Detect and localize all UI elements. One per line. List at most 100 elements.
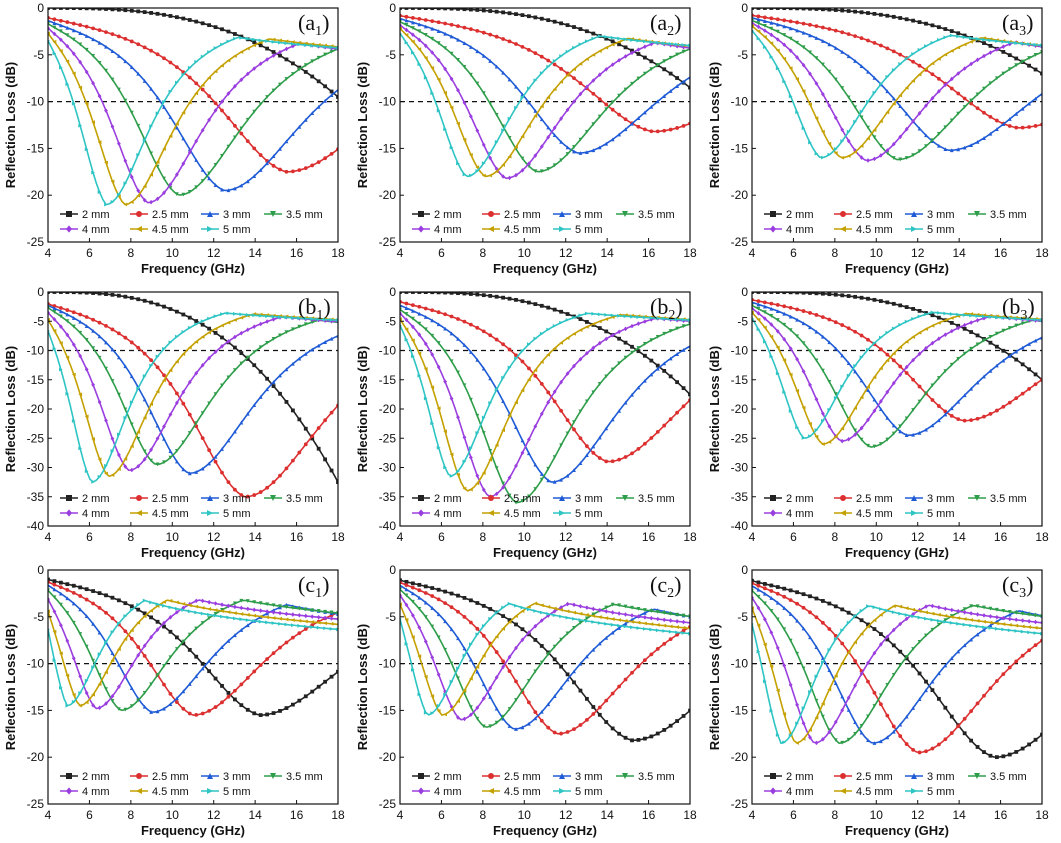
data-point [572, 625, 576, 630]
data-point [584, 605, 589, 610]
data-point [430, 421, 435, 426]
y-tick-label: -10 [379, 344, 397, 358]
legend-label: 4.5 mm [152, 786, 189, 798]
x-tick-label: 10 [518, 530, 532, 544]
data-point [578, 137, 583, 142]
data-point [136, 42, 141, 47]
data-point [116, 54, 121, 58]
data-point [436, 41, 441, 46]
data-point [956, 325, 961, 331]
data-point [1001, 328, 1006, 333]
data-point [795, 425, 800, 430]
data-point [866, 624, 870, 629]
legend-label: 2 mm [82, 771, 110, 783]
data-point [494, 650, 499, 654]
data-point [97, 292, 102, 296]
data-point [801, 706, 806, 710]
data-point [578, 611, 583, 616]
data-point [239, 315, 244, 320]
data-point [898, 62, 903, 66]
data-point [239, 131, 244, 136]
data-point [78, 123, 83, 128]
data-point [52, 304, 57, 308]
data-point [213, 392, 218, 397]
data-point [591, 647, 596, 652]
data-point [303, 351, 308, 356]
x-tick-label: 10 [166, 808, 180, 822]
data-point [1027, 101, 1032, 106]
data-point [58, 309, 63, 314]
data-point [578, 317, 583, 322]
data-point [904, 319, 909, 324]
data-point [58, 314, 63, 319]
data-point [630, 738, 634, 743]
data-point [84, 367, 89, 372]
data-point [271, 154, 276, 159]
data-point [636, 738, 641, 742]
data-point [866, 604, 870, 609]
data-point [84, 587, 89, 592]
x-axis-title: Frequency (GHz) [845, 545, 949, 560]
data-point [872, 618, 877, 623]
data-point [84, 324, 89, 328]
data-point [1027, 742, 1032, 747]
data-point [911, 316, 916, 321]
data-point [610, 602, 615, 607]
data-point [636, 76, 641, 81]
data-point [539, 477, 544, 482]
y-tick-label: -20 [731, 750, 749, 764]
data-point [840, 438, 845, 444]
data-point [507, 365, 512, 370]
data-point [443, 619, 448, 624]
data-point [546, 18, 551, 23]
data-point [681, 386, 686, 391]
x-tick-label: 10 [166, 246, 180, 260]
data-point [820, 39, 825, 43]
data-point [866, 99, 870, 104]
data-point [610, 62, 615, 67]
data-point [84, 338, 89, 342]
data-point [994, 607, 999, 612]
data-point [853, 640, 858, 645]
data-point [808, 8, 812, 11]
data-point [520, 637, 525, 643]
data-point [271, 50, 276, 54]
data-point [84, 8, 89, 11]
data-point [891, 351, 896, 356]
data-point [65, 292, 70, 294]
data-point [123, 364, 128, 369]
legend-label: 2.5 mm [504, 209, 541, 221]
legend-marker [488, 211, 494, 217]
data-point [762, 310, 767, 315]
data-point [456, 317, 460, 321]
data-point [104, 701, 108, 706]
data-point [430, 711, 435, 715]
data-point [449, 627, 454, 632]
data-point [245, 606, 250, 612]
data-point [610, 630, 615, 635]
data-point [142, 449, 147, 454]
data-point [546, 466, 551, 471]
data-point [775, 585, 780, 589]
data-point [494, 443, 499, 448]
y-tick-label: -10 [731, 657, 749, 671]
legend-label: 3.5 mm [286, 771, 323, 783]
data-point [520, 348, 525, 353]
data-point [200, 322, 205, 327]
data-point [584, 399, 589, 404]
data-point [840, 661, 845, 666]
data-point [808, 635, 812, 640]
data-point [65, 638, 70, 644]
data-point [578, 62, 583, 66]
data-point [846, 650, 851, 655]
legend-marker [911, 495, 917, 501]
data-point [443, 326, 448, 331]
data-point [982, 136, 986, 140]
series-group [400, 292, 690, 505]
data-point [1014, 111, 1019, 116]
data-point [655, 628, 660, 633]
data-point [194, 319, 199, 323]
data-point [604, 36, 609, 41]
data-point [572, 25, 576, 29]
data-point [668, 317, 673, 321]
